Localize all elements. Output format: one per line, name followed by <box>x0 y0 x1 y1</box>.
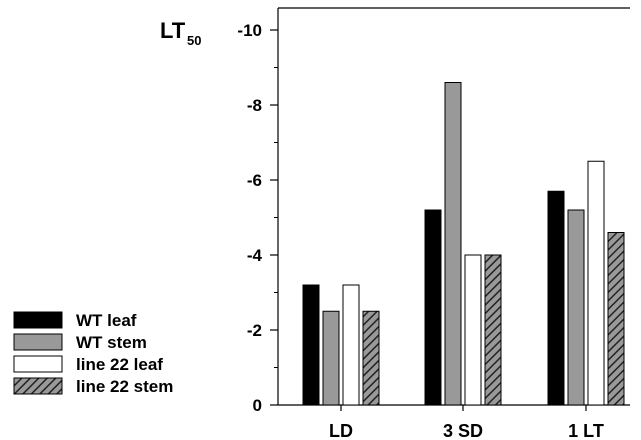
x-category-label: 1 LT <box>568 421 604 440</box>
y-axis-label-main: LT <box>160 18 186 43</box>
legend-label: WT leaf <box>76 311 137 330</box>
y-tick-label: -2 <box>247 321 262 340</box>
legend-label: line 22 leaf <box>76 355 163 374</box>
y-axis-label: LT 50 <box>160 18 201 48</box>
y-tick-label: 0 <box>253 396 262 415</box>
y-tick-label: -6 <box>247 171 262 190</box>
x-axis-category-labels: LD 3 SD 1 LT <box>329 405 604 440</box>
bar-wt-stem-3-sd <box>444 82 462 406</box>
y-axis-label-subscript: 50 <box>187 33 201 48</box>
bar-wt-stem-ld <box>322 310 340 406</box>
y-axis-ticks: 0 -2 -4 -6 -8 -10 <box>237 21 278 415</box>
legend-label: WT stem <box>76 333 147 352</box>
bar-line-22-leaf-ld <box>342 284 360 406</box>
legend-swatch <box>13 355 63 373</box>
y-tick-label: -10 <box>237 21 262 40</box>
bar-wt-stem-1-lt <box>567 209 585 406</box>
bar-line-22-leaf-1-lt <box>587 160 605 406</box>
legend-label: line 22 stem <box>76 377 173 396</box>
bar-wt-leaf-3-sd <box>424 209 442 406</box>
y-tick-label: -4 <box>247 246 263 265</box>
bars <box>302 82 625 406</box>
bar-wt-leaf-1-lt <box>547 190 565 406</box>
bar-line-22-stem-ld <box>362 310 380 406</box>
bar-line-22-stem-1-lt <box>607 232 625 406</box>
legend: WT leaf WT stem line 22 leaf line 22 stem <box>13 311 173 396</box>
x-category-label: LD <box>329 421 353 440</box>
legend-swatch <box>13 311 63 329</box>
legend-swatch <box>13 377 63 395</box>
legend-swatch <box>13 333 63 351</box>
bar-line-22-stem-3-sd <box>484 254 502 406</box>
x-category-label: 3 SD <box>443 421 483 440</box>
bar-wt-leaf-ld <box>302 284 320 406</box>
bar-line-22-leaf-3-sd <box>464 254 482 406</box>
y-tick-label: -8 <box>247 96 262 115</box>
